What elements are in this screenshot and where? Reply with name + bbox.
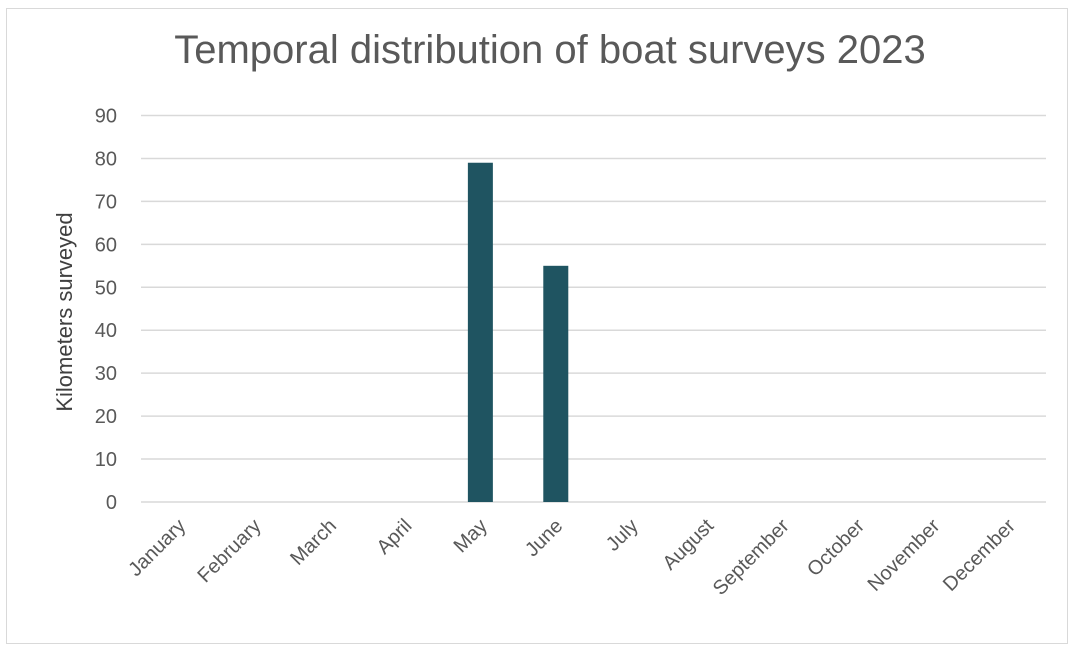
- y-tick-label: 0: [106, 492, 117, 514]
- x-tick-label: October: [803, 515, 869, 581]
- y-tick-label: 70: [95, 191, 117, 213]
- y-tick-label: 80: [95, 148, 117, 170]
- bar-may: [467, 162, 493, 502]
- y-tick-label: 40: [95, 320, 117, 342]
- y-tick-label: 90: [95, 106, 117, 128]
- chart-title: Temporal distribution of boat surveys 20…: [174, 28, 926, 72]
- x-tick-label: November: [864, 515, 945, 596]
- y-axis-ticks: 0 10 20 30 40 50 60 70 80 90: [95, 106, 117, 515]
- y-tick-label: 50: [95, 277, 117, 299]
- bars: [467, 162, 569, 502]
- x-tick-label: April: [373, 515, 417, 559]
- y-axis-label: Kilometers surveyed: [52, 212, 77, 411]
- x-tick-label: June: [521, 515, 567, 561]
- y-tick-label: 20: [95, 406, 117, 428]
- gridlines: [141, 114, 1046, 503]
- y-tick-label: 10: [95, 449, 117, 471]
- x-tick-label: May: [450, 515, 492, 557]
- x-tick-label: August: [659, 515, 719, 575]
- x-axis-ticks: January February March April May June July Augu…: [124, 515, 1020, 600]
- x-tick-label: February: [194, 515, 266, 587]
- chart-frame: [6, 8, 1068, 644]
- x-tick-label: March: [286, 515, 341, 570]
- x-tick-label: January: [124, 515, 190, 581]
- bar-june: [543, 265, 569, 502]
- y-tick-label: 30: [95, 363, 117, 385]
- x-tick-label: September: [709, 515, 794, 600]
- x-tick-label: July: [602, 515, 643, 556]
- y-tick-label: 60: [95, 234, 117, 256]
- x-tick-label: December: [939, 515, 1020, 596]
